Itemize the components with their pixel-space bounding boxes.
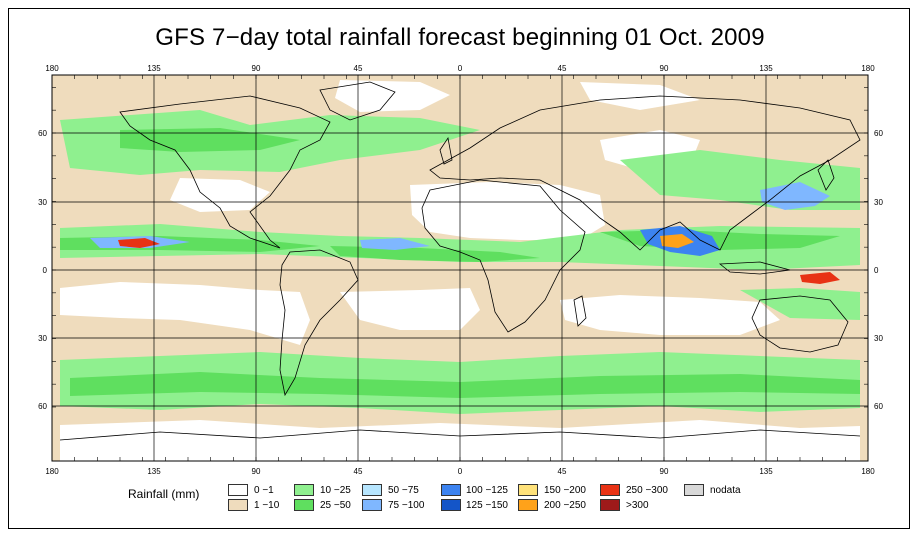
legend-label-0-1: 0 −1	[254, 485, 274, 496]
rain-band-south-pacific	[740, 288, 860, 320]
legend-label-200-250: 200 −250	[544, 500, 586, 511]
legend-label-50-75: 50 −75	[388, 485, 419, 496]
lon-label-top: 0	[458, 64, 463, 73]
lon-label-bottom: 180	[861, 467, 875, 476]
dry-zone-arctic	[335, 80, 450, 112]
very-heavy-rain-maritime	[800, 272, 840, 284]
dry-zones	[60, 80, 860, 461]
dry-zone-sahara-arabia	[410, 182, 605, 240]
lon-labels-top: 180 135 90 45 0 45 90 135 180	[45, 64, 875, 73]
coastline-greenland	[319, 81, 396, 121]
coastline-south-america	[279, 249, 359, 397]
legend-swatch-75-100	[362, 499, 382, 511]
lon-label-bottom: 0	[458, 467, 463, 476]
legend-label-1-10: 1 −10	[254, 500, 280, 511]
lon-label-bottom: 45	[558, 467, 567, 476]
lon-label-top: 45	[354, 64, 363, 73]
legend-label-25-50: 25 −50	[320, 500, 351, 511]
lat-label-left: 30	[38, 198, 47, 207]
heavy-rain-western-pacific	[760, 182, 830, 210]
lon-label-bottom: 180	[45, 467, 59, 476]
rain-band-southern-high	[70, 372, 860, 398]
legend-label-150-200: 150 −200	[544, 485, 586, 496]
legend-label-125-150: 125 −150	[466, 500, 508, 511]
lat-label-left: 60	[38, 402, 47, 411]
lat-label-right: 30	[874, 334, 883, 343]
lon-label-bottom: 90	[252, 467, 261, 476]
legend-label-10-25: 10 −25	[320, 485, 351, 496]
heavy-rain-atlantic	[360, 238, 430, 250]
legend-swatch-25-50	[294, 499, 314, 511]
lat-label-right: 0	[874, 266, 879, 275]
legend-swatch-1-10	[228, 499, 248, 511]
lat-labels-right: 60 30 0 30 60	[874, 129, 883, 411]
coastline-africa	[421, 179, 586, 333]
lon-label-top: 135	[147, 64, 161, 73]
lat-label-left: 30	[38, 334, 47, 343]
coastline-eurasia	[429, 95, 861, 251]
legend-title: Rainfall (mm)	[128, 487, 200, 501]
legend-label-250-300: 250 −300	[626, 485, 668, 496]
dry-zone-south-atlantic	[340, 288, 480, 330]
legend-label-nodata: nodata	[710, 485, 741, 496]
legend-swatch-10-25	[294, 484, 314, 496]
lon-label-top: 90	[660, 64, 669, 73]
lon-labels-bottom: 180 135 90 45 0 45 90 135 180	[45, 467, 875, 476]
legend-swatch-125-150	[441, 499, 461, 511]
lon-label-top: 135	[759, 64, 773, 73]
legend-label-75-100: 75 −100	[388, 500, 425, 511]
figure-frame	[8, 8, 910, 529]
coastline-indonesia	[718, 261, 791, 275]
legend-swatch-100-125	[441, 484, 461, 496]
lat-label-right: 60	[874, 129, 883, 138]
coastline-australia	[751, 295, 849, 353]
very-heavy-rain-east-pacific	[118, 238, 160, 248]
coastline-north-america	[119, 95, 331, 249]
lon-label-bottom: 135	[147, 467, 161, 476]
lon-label-bottom: 45	[354, 467, 363, 476]
lon-label-top: 180	[45, 64, 59, 73]
lat-label-left: 60	[38, 129, 47, 138]
lat-labels-left: 60 30 0 30 60	[38, 129, 47, 411]
legend-swatch-150-200	[518, 484, 538, 496]
legend-swatch-0-1	[228, 484, 248, 496]
coastline-uk	[439, 136, 453, 165]
dry-zone-north-pacific	[170, 178, 270, 212]
very-heavy-rain-bengal	[660, 234, 694, 248]
legend-swatch-200-250	[518, 499, 538, 511]
coastline-japan	[817, 159, 835, 191]
legend-swatch-300plus	[600, 499, 620, 511]
heavy-rain	[90, 182, 840, 284]
dry-zone-south-pacific	[60, 282, 310, 345]
coastline-madagascar	[573, 295, 587, 327]
lon-label-top: 45	[558, 64, 567, 73]
graticule	[52, 75, 868, 461]
legend-swatch-250-300	[600, 484, 620, 496]
dry-zone-greenland	[580, 82, 700, 110]
lat-label-left: 0	[43, 266, 48, 275]
lat-label-right: 30	[874, 198, 883, 207]
legend-swatch-50-75	[362, 484, 382, 496]
lon-label-top: 180	[861, 64, 875, 73]
legend-swatch-nodata	[684, 484, 704, 496]
chart-title: GFS 7−day total rainfall forecast beginn…	[155, 24, 765, 51]
lon-label-bottom: 90	[660, 467, 669, 476]
lon-label-top: 90	[252, 64, 261, 73]
legend-label-100-125: 100 −125	[466, 485, 508, 496]
lon-label-bottom: 135	[759, 467, 773, 476]
legend-label-300plus: >300	[626, 500, 649, 511]
border-ticks	[51, 75, 869, 461]
dry-zone-south-indian	[560, 295, 780, 335]
lat-label-right: 60	[874, 402, 883, 411]
rain-band-itcz-atlantic	[330, 246, 540, 262]
